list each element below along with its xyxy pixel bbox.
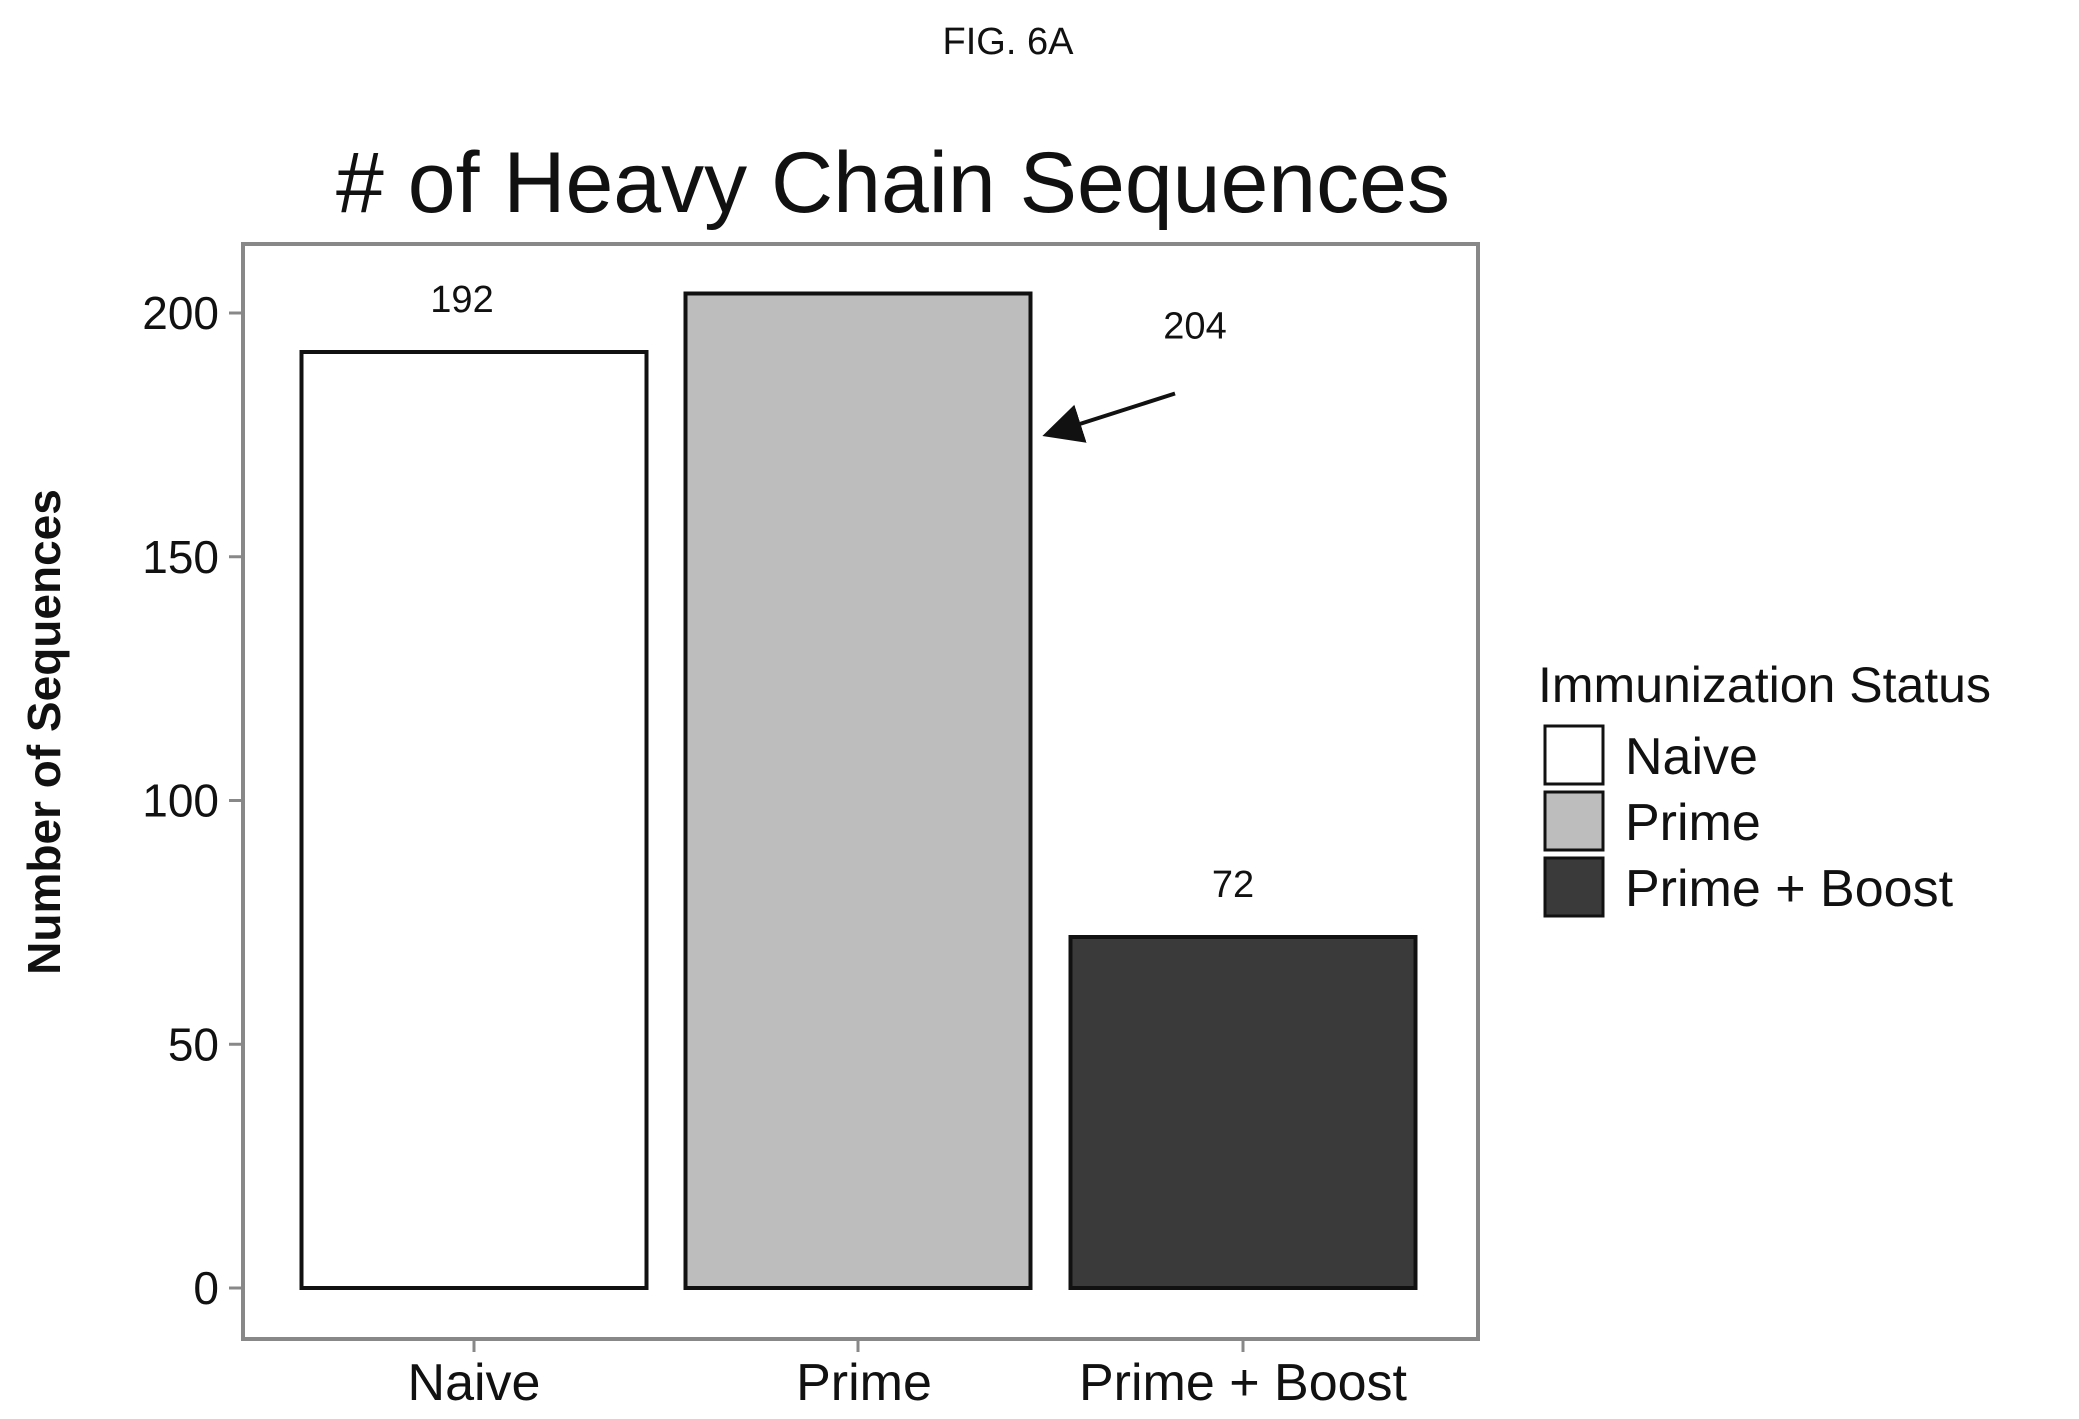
- annotation: 204: [1042, 306, 1227, 443]
- legend-title: Immunization Status: [1538, 657, 1991, 713]
- legend-entry: Prime: [1625, 794, 1761, 852]
- plot-frame: [241, 242, 1480, 1341]
- y-axis-label: Number of Sequences: [18, 489, 70, 975]
- bar-prime: [683, 291, 1033, 1290]
- bars: [299, 291, 1418, 1290]
- data-label: 72: [1212, 864, 1254, 906]
- legend-key: [1543, 724, 1605, 786]
- legend-key: [1543, 790, 1605, 852]
- annotation-arrow: [1042, 391, 1176, 443]
- y-tick-label: 150: [142, 531, 219, 583]
- y-tick-label: 0: [193, 1262, 219, 1314]
- x-tick-label: Naive: [408, 1354, 541, 1412]
- y-axis: 0 50 100 150 200: [142, 287, 243, 1314]
- annotation-label: 204: [1163, 306, 1226, 348]
- legend-key: [1543, 856, 1605, 918]
- x-axis: Naive Prime Prime + Boost: [408, 1339, 1408, 1412]
- bar-prime-boost: [1068, 935, 1418, 1290]
- figure-label: FIG. 6A: [943, 21, 1075, 63]
- y-tick-label: 200: [142, 287, 219, 339]
- data-label: 192: [430, 279, 493, 321]
- data-labels: 192 72: [430, 279, 1254, 906]
- legend: Immunization Status Naive Prime Prime + Bo…: [1538, 657, 1991, 918]
- x-tick-label: Prime: [796, 1354, 932, 1412]
- y-tick-label: 50: [168, 1018, 219, 1070]
- legend-items: Naive Prime Prime + Boost: [1543, 724, 1954, 918]
- chart-title: # of Heavy Chain Sequences: [336, 135, 1450, 231]
- legend-entry: Naive: [1625, 728, 1758, 786]
- x-tick-label: Prime + Boost: [1079, 1354, 1408, 1412]
- legend-entry: Prime + Boost: [1625, 860, 1954, 918]
- y-tick-label: 100: [142, 775, 219, 827]
- bar-naive: [299, 350, 649, 1290]
